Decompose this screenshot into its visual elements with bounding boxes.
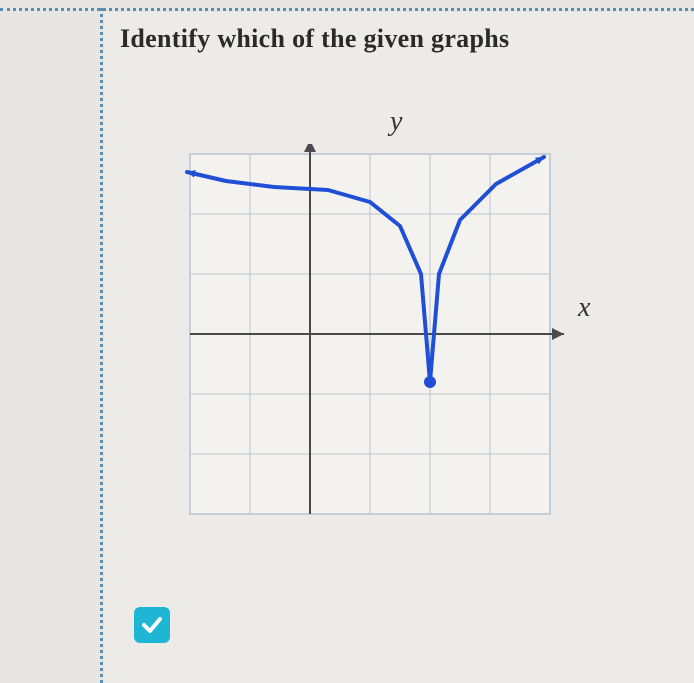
dotted-divider-top [0,8,694,11]
content-area: Identify which of the given graphs y x [104,12,694,683]
graph-container: y x [180,144,600,524]
dotted-divider-left [100,8,103,683]
x-axis-label: x [578,292,590,324]
question-text: Identify which of the given graphs [120,24,678,54]
y-axis-label: y [390,106,402,138]
check-icon [140,613,164,637]
answer-checkbox[interactable] [134,607,170,643]
function-graph [180,144,600,524]
